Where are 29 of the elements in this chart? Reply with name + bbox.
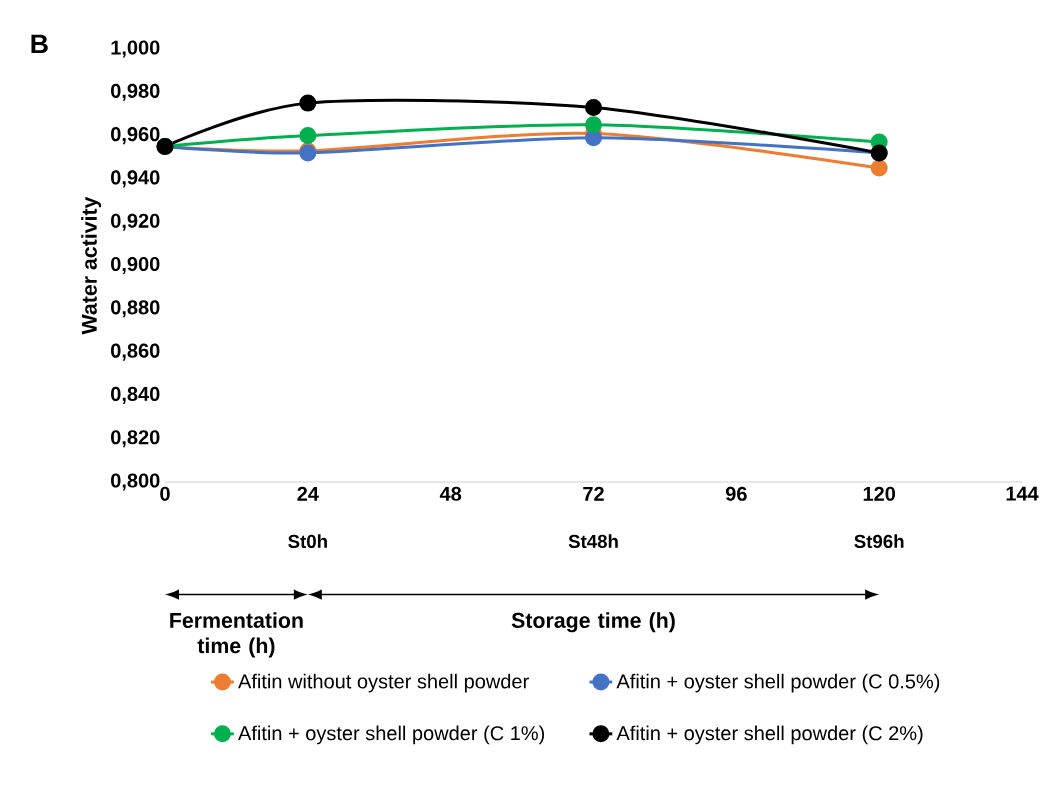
- x-tick-label: 120: [863, 486, 896, 501]
- y-tick-label: 0,920: [111, 213, 160, 231]
- y-tick-label: 0,840: [111, 386, 160, 404]
- text: St0h: [288, 534, 327, 549]
- y-tick-label: 1,000: [111, 40, 160, 58]
- x-tick-label: 144: [1006, 486, 1039, 501]
- x-tick-label: 96: [725, 486, 747, 501]
- y-tick-label: 0,860: [111, 343, 160, 361]
- x-tick-label: 24: [297, 486, 319, 501]
- y-axis-title: Water activity: [81, 196, 102, 335]
- y-tick-label: 0,960: [111, 127, 160, 145]
- y-tick-label: 0,820: [111, 430, 160, 448]
- x-tick-label: 0: [160, 486, 170, 501]
- legend-label: Afitin + oyster shell powder (C 2%): [616, 725, 923, 745]
- text: Storage time (h): [511, 612, 675, 633]
- y-tick-label: 0,880: [111, 300, 160, 318]
- legend-label: Afitin without oyster shell powder: [238, 673, 529, 693]
- chart-title: B: [31, 34, 48, 54]
- text: Fermentation time (h): [170, 612, 303, 658]
- y-tick-label: 0,900: [111, 256, 160, 275]
- text: St48h: [568, 534, 618, 549]
- legend-label: Afitin + oyster shell powder (C 1%): [238, 725, 545, 745]
- x-tick-label: 72: [583, 486, 604, 501]
- x-tick-label: 48: [439, 486, 462, 501]
- y-tick-label: 0,980: [111, 83, 160, 101]
- y-tick-label: 0,800: [111, 473, 160, 491]
- legend-label: Afitin + oyster shell powder (C 0.5%): [616, 673, 940, 693]
- y-tick-label: 0,940: [111, 170, 160, 188]
- text: St96h: [854, 534, 904, 549]
